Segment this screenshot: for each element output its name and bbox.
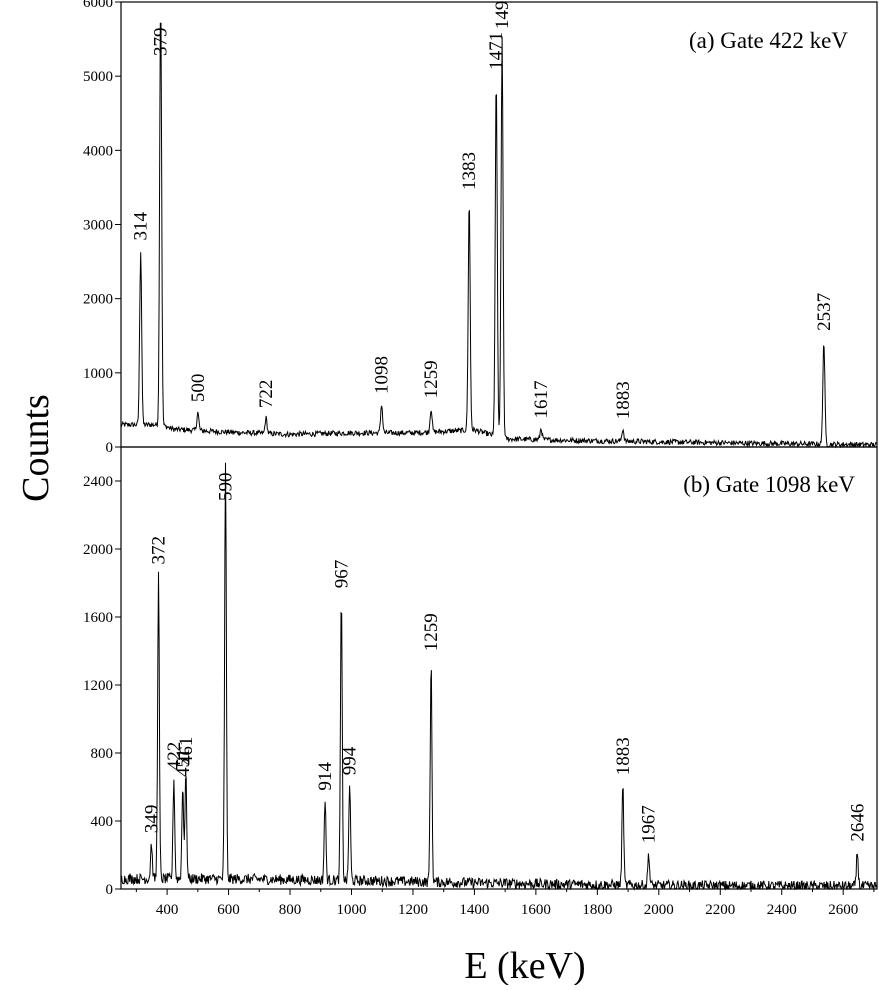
y-tick-label: 1600 bbox=[83, 610, 113, 626]
x-tick-label: 800 bbox=[279, 902, 302, 918]
x-tick-label: 1800 bbox=[582, 902, 612, 918]
x-tick-label: 1200 bbox=[398, 902, 428, 918]
peak-label: 422 bbox=[164, 742, 185, 771]
peak-label: 1259 bbox=[421, 360, 442, 398]
peak-label: 1617 bbox=[531, 381, 552, 419]
peak-label: 590 bbox=[216, 473, 237, 502]
y-tick-label: 0 bbox=[106, 440, 114, 456]
peak-label: 967 bbox=[331, 560, 352, 589]
peak-label: 994 bbox=[340, 746, 361, 775]
panel-b: 0 400 800 1200 1600 2000 2400 400 600 800 1000 1200… bbox=[83, 446, 878, 918]
peak-label: 500 bbox=[188, 374, 209, 403]
peak-label: 314 bbox=[131, 212, 152, 241]
peak-label: 1098 bbox=[372, 356, 393, 394]
x-tick-label: 2200 bbox=[705, 902, 735, 918]
x-tick-label: 2600 bbox=[828, 902, 858, 918]
peak-label: 1883 bbox=[613, 381, 634, 419]
peak-label: 2646 bbox=[847, 804, 868, 842]
x-tick-label: 600 bbox=[217, 902, 240, 918]
y-tick-label: 2000 bbox=[83, 542, 113, 558]
peak-label: 1383 bbox=[459, 152, 480, 190]
x-tick-label: 1400 bbox=[459, 902, 489, 918]
peak-label: 372 bbox=[149, 536, 170, 565]
x-tick-label: 1000 bbox=[336, 902, 366, 918]
panel-a: 0 1000 2000 3000 4000 5000 6000 314 379 500 722 109… bbox=[83, 0, 878, 456]
x-tick-label: 2000 bbox=[644, 902, 674, 918]
plot-frame bbox=[120, 446, 878, 890]
y-tick-label: 2400 bbox=[83, 474, 113, 490]
y-tick-label: 1000 bbox=[83, 366, 113, 382]
peak-label: 1883 bbox=[613, 737, 634, 775]
peak-label: 349 bbox=[141, 805, 162, 834]
panel-title: (a) Gate 422 keV bbox=[689, 28, 848, 53]
peak-label: 451 bbox=[173, 749, 194, 778]
spectrum-series bbox=[120, 462, 878, 891]
y-tick-label: 2000 bbox=[83, 292, 113, 308]
peak-label: 722 bbox=[256, 380, 277, 409]
peak-label: 2537 bbox=[814, 293, 835, 331]
panel-title: (b) Gate 1098 keV bbox=[683, 472, 855, 497]
x-tick-label: 1600 bbox=[521, 902, 551, 918]
peak-label: 1967 bbox=[639, 805, 660, 843]
peak-label: 379 bbox=[151, 28, 172, 57]
y-tick-label: 6000 bbox=[83, 0, 113, 11]
y-tick-label: 400 bbox=[91, 814, 114, 830]
peak-label: 1471 bbox=[486, 32, 507, 70]
peak-label: 1490 bbox=[492, 0, 513, 29]
y-axis-title: Counts bbox=[15, 394, 57, 502]
peak-label: 1259 bbox=[421, 613, 442, 651]
peak-label: 461 bbox=[176, 737, 197, 766]
y-tick-label: 5000 bbox=[83, 69, 113, 85]
x-tick-label: 400 bbox=[156, 902, 179, 918]
y-tick-label: 800 bbox=[91, 746, 114, 762]
peak-label: 914 bbox=[315, 762, 336, 791]
y-tick-label: 0 bbox=[106, 882, 114, 898]
y-tick-label: 4000 bbox=[83, 143, 113, 159]
y-tick-label: 1200 bbox=[83, 678, 113, 694]
spectrum-series bbox=[120, 22, 878, 449]
x-axis-title: E (keV) bbox=[464, 945, 585, 985]
x-tick-label: 2400 bbox=[767, 902, 797, 918]
y-tick-label: 3000 bbox=[83, 218, 113, 234]
